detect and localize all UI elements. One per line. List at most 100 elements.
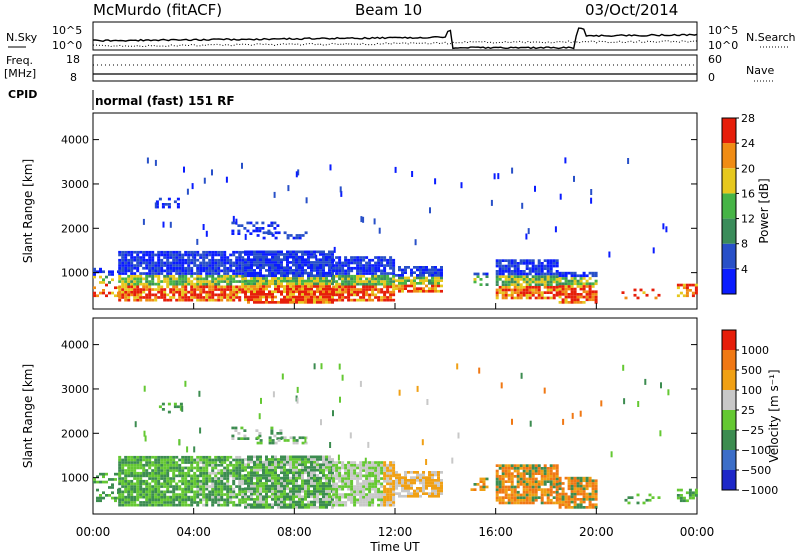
power-cell — [181, 258, 185, 262]
power-cell — [573, 295, 577, 299]
velocity-cell — [202, 498, 206, 502]
velocity-cell — [241, 469, 245, 472]
power-cell — [476, 272, 480, 276]
velocity-cell — [262, 500, 265, 504]
velocity-cell — [280, 500, 283, 504]
power-cell — [332, 285, 336, 289]
power-cell — [191, 252, 194, 259]
velocity-cell — [531, 485, 535, 489]
velocity-cell — [392, 503, 396, 507]
velocity-cell — [127, 455, 131, 459]
velocity-cell — [241, 487, 245, 491]
power-cell — [362, 266, 366, 270]
velocity-cell — [292, 463, 295, 467]
power-cell — [307, 274, 310, 278]
velocity-cell — [552, 485, 556, 489]
power-cell — [540, 296, 544, 300]
velocity-cell — [277, 495, 280, 499]
power-cell — [160, 280, 164, 283]
power-cell — [579, 279, 583, 283]
velocity-cell — [166, 463, 170, 467]
power-cell — [301, 250, 304, 254]
power-cell — [289, 271, 292, 275]
velocity-cell — [96, 475, 99, 479]
power-cell — [274, 274, 277, 278]
velocity-cell — [193, 471, 197, 475]
power-cell — [328, 295, 331, 299]
velocity-cell — [498, 483, 502, 486]
power-cell — [262, 274, 265, 278]
velocity-cell — [205, 498, 209, 502]
velocity-cell — [362, 463, 366, 467]
velocity-cell — [495, 477, 499, 481]
power-cell — [440, 266, 443, 269]
power-cell — [531, 291, 535, 294]
power-cell — [307, 277, 310, 280]
power-cell — [301, 266, 304, 270]
power-cell — [344, 258, 348, 262]
velocity-cell — [202, 487, 206, 491]
power-cell — [579, 285, 583, 288]
power-cell — [407, 284, 410, 288]
power-cell — [691, 291, 695, 295]
power-cell — [199, 290, 203, 294]
power-cell — [377, 274, 381, 278]
power-cell — [172, 296, 176, 299]
velocity-cell — [208, 458, 212, 462]
velocity-cell — [495, 488, 499, 491]
velocity-cell — [576, 503, 580, 507]
velocity-cell — [193, 446, 196, 453]
power-cell — [274, 285, 277, 288]
power-cell — [588, 271, 592, 275]
power-cell — [223, 280, 227, 283]
velocity-cell — [498, 485, 502, 489]
velocity-cell — [127, 463, 131, 467]
velocity-cell — [552, 501, 556, 505]
power-cell — [383, 258, 387, 262]
velocity-cell — [437, 479, 440, 482]
velocity-cell — [196, 477, 200, 480]
velocity-cell — [368, 482, 372, 486]
power-cell — [268, 293, 271, 296]
power-cell — [105, 283, 108, 287]
power-cell — [241, 274, 245, 278]
velocity-cell — [205, 455, 209, 459]
power-cell — [555, 275, 559, 278]
power-cell — [356, 264, 360, 267]
power-cell — [244, 271, 247, 275]
power-cell — [229, 288, 233, 291]
power-cell — [124, 280, 128, 283]
power-cell — [286, 274, 289, 278]
power-cell — [507, 262, 511, 265]
power-cell — [229, 269, 233, 273]
power-cell — [124, 266, 128, 270]
power-cell — [178, 298, 182, 302]
power-cell — [688, 283, 692, 287]
power-cell — [510, 280, 514, 284]
velocity-cell — [359, 501, 363, 504]
velocity-cell — [253, 471, 256, 475]
velocity-cell — [250, 503, 253, 507]
power-cell — [540, 267, 544, 270]
velocity-cell — [118, 498, 122, 502]
velocity-cell — [274, 492, 277, 496]
power-cell — [356, 272, 360, 275]
power-cell — [504, 285, 508, 289]
velocity-cell — [576, 484, 580, 488]
velocity-cell — [166, 501, 170, 504]
power-cell — [292, 261, 295, 264]
velocity-cell — [175, 495, 179, 499]
power-cell — [429, 207, 431, 214]
power-cell — [362, 264, 366, 267]
power-cell — [214, 250, 218, 254]
power-cell — [253, 279, 256, 283]
power-cell — [313, 253, 316, 256]
velocity-cell — [540, 480, 544, 483]
velocity-cell — [217, 477, 221, 480]
velocity-cell — [172, 479, 176, 483]
velocity-cell — [255, 429, 259, 432]
velocity-cell — [368, 495, 372, 499]
power-cell — [286, 285, 289, 288]
power-cell — [205, 266, 209, 270]
power-cell — [579, 287, 583, 291]
